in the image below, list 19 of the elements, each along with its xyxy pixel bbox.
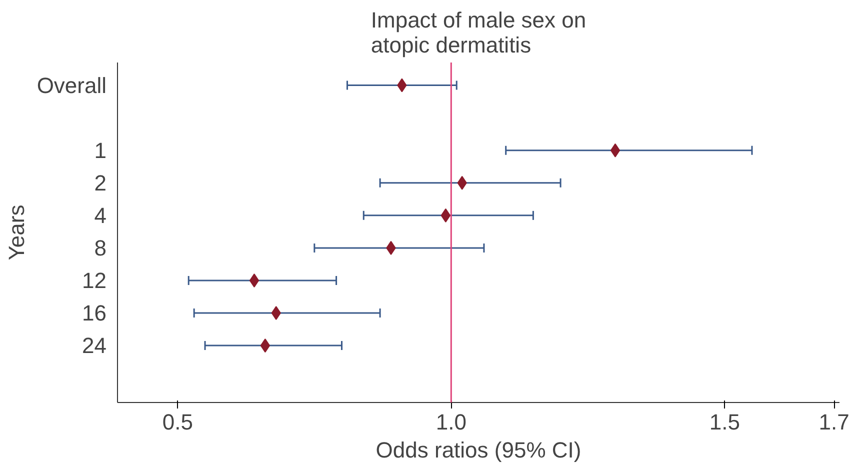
y-tick-label: 8 (94, 235, 107, 260)
y-tick-label: 24 (82, 333, 107, 358)
point (610, 143, 620, 158)
x-axis-title: Odds ratios (95% CI) (376, 438, 582, 462)
y-tick-label: 16 (82, 300, 107, 326)
y-tick-label: Overall (36, 72, 107, 98)
y-tick-label: 2 (94, 170, 107, 196)
point (440, 208, 451, 222)
y-tick-label: 1 (94, 138, 107, 163)
y-tick-label: 12 (82, 268, 107, 293)
x-tick-label: 1.7 (818, 410, 850, 434)
point (260, 338, 270, 353)
point (249, 273, 260, 288)
chart-title: Impact of male sex on atopic dermatitis (370, 8, 586, 58)
x-tick-label: 0.5 (162, 410, 193, 434)
y-axis-title: Years (4, 204, 29, 260)
x-tick-label: 1.0 (436, 410, 466, 434)
x-tick-label: 1.5 (709, 410, 740, 434)
y-tick-label: 4 (94, 202, 107, 228)
